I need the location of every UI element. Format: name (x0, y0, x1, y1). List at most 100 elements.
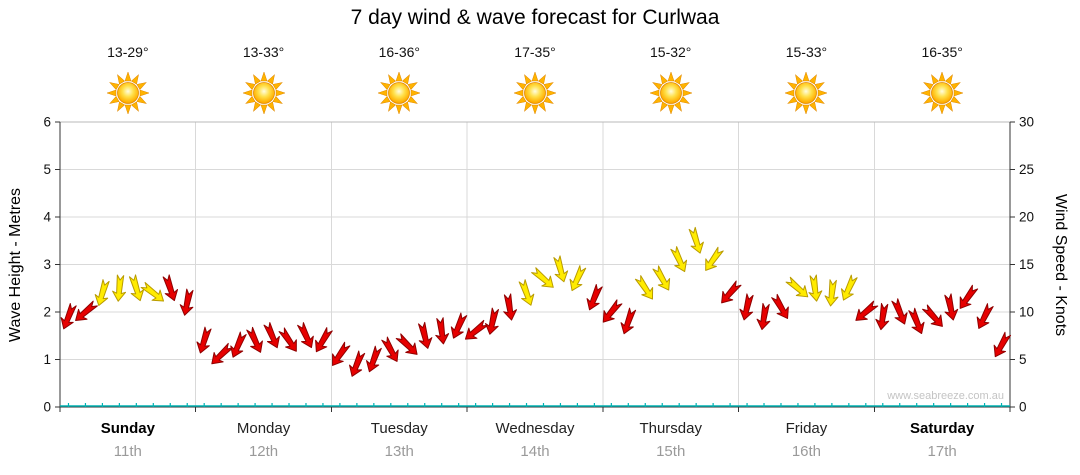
wind-arrow (922, 304, 943, 327)
left-axis-tick-label: 6 (43, 115, 51, 130)
temperature-range: 16-36° (378, 44, 420, 60)
wind-arrow (464, 319, 489, 340)
wind-arrow (112, 274, 127, 302)
wind-arrow (652, 265, 671, 291)
wind-arrow (484, 307, 499, 335)
left-axis-tick-label: 3 (43, 257, 51, 272)
wind-arrow (518, 279, 535, 306)
wind-arrow (315, 327, 333, 353)
day-name-label: Friday (785, 420, 828, 437)
left-axis-tick-label: 0 (43, 400, 51, 415)
wind-arrow (771, 293, 789, 319)
wind-arrow (688, 226, 704, 254)
wind-arrow (891, 298, 908, 325)
wind-arrow (60, 302, 77, 330)
wind-arrow (959, 284, 979, 309)
sun-icon (377, 71, 422, 115)
right-axis-tick-label: 25 (1019, 162, 1034, 177)
chart-title: 7 day wind & wave forecast for Curlwaa (350, 6, 720, 29)
wind-arrow (332, 341, 351, 366)
wind-arrow (418, 321, 433, 349)
wind-arrow (140, 281, 165, 302)
right-axis-tick-label: 5 (1019, 352, 1027, 367)
wind-arrow (602, 299, 623, 323)
temperature-range: 15-32° (650, 44, 692, 60)
wind-arrow (297, 322, 314, 349)
wind-arrow (808, 274, 823, 302)
day-name-label: Sunday (100, 420, 155, 437)
right-axis-tick-label: 0 (1019, 400, 1027, 415)
wind-arrow (246, 326, 263, 353)
sun-icon (241, 71, 286, 115)
wind-arrow (128, 274, 145, 302)
day-name-label: Tuesday (370, 420, 428, 437)
day-date-label: 16th (791, 443, 822, 460)
wind-arrow (531, 267, 554, 288)
wind-arrow (278, 327, 297, 352)
temperature-range: 13-33° (242, 44, 285, 60)
day-name-label: Saturday (910, 420, 975, 437)
day-date-label: 11th (113, 443, 142, 460)
right-axis-tick-label: 20 (1019, 210, 1034, 225)
wind-arrow (620, 307, 637, 335)
wind-arrow (553, 255, 569, 283)
wind-arrow (756, 302, 771, 331)
day-name-label: Monday (236, 420, 291, 437)
wind-arrow (739, 293, 754, 321)
right-axis-tick-label: 15 (1019, 257, 1034, 272)
sun-icon (513, 71, 557, 115)
wind-arrow (586, 283, 603, 311)
sun-icon (920, 71, 964, 115)
wind-arrow (855, 300, 879, 321)
wind-arrow (395, 333, 418, 355)
wind-arrow (785, 276, 809, 298)
day-date-label: 13th (384, 443, 414, 460)
right-axis-tick-label: 10 (1019, 305, 1034, 320)
watermark: www.seabreeze.com.au (886, 390, 1004, 402)
temperature-range: 13-29° (107, 44, 149, 60)
wind-arrow (381, 336, 399, 362)
day-date-label: 14th (520, 443, 550, 460)
wind-arrow (503, 293, 518, 321)
wind-arrow (569, 265, 587, 292)
sun-icon (784, 71, 829, 115)
wind-arrow (944, 293, 959, 321)
sun-icon (648, 71, 693, 115)
wind-arrow (670, 246, 688, 273)
left-axis-tick-label: 1 (43, 352, 51, 367)
left-axis-tick-label: 5 (43, 162, 51, 177)
wind-arrow (94, 279, 110, 306)
wind-arrow (875, 302, 890, 331)
wind-arrow (840, 274, 858, 301)
day-date-label: 12th (248, 443, 279, 460)
temperature-range: 17-35° (514, 44, 556, 60)
wind-arrow (211, 342, 234, 365)
wind-arrow (450, 312, 468, 339)
right-axis-tick-label: 30 (1019, 115, 1034, 130)
wind-arrow (435, 317, 450, 345)
wind-arrow (993, 331, 1012, 358)
left-axis-tick-label: 4 (43, 210, 51, 225)
wind-arrow (721, 280, 742, 304)
wind-arrow (162, 274, 179, 302)
wind-arrow (908, 307, 925, 335)
wind-arrow (230, 331, 247, 358)
wind-arrow (75, 300, 98, 321)
wind-arrow (179, 288, 194, 316)
wind-arrow (824, 279, 839, 307)
sun-icon (106, 71, 150, 115)
left-axis-tick-label: 2 (43, 305, 51, 320)
wind-arrow (196, 326, 212, 354)
day-date-label: 17th (927, 443, 957, 460)
temperature-range: 15-33° (785, 44, 828, 60)
day-name-label: Thursday (639, 420, 702, 437)
wind-arrow (263, 322, 280, 349)
wind-arrow (634, 275, 654, 300)
wind-arrow (976, 303, 994, 329)
day-name-label: Wednesday (495, 420, 575, 437)
day-date-label: 15th (656, 443, 686, 460)
wind-arrow (349, 350, 366, 377)
temperature-range: 16-35° (921, 44, 963, 60)
